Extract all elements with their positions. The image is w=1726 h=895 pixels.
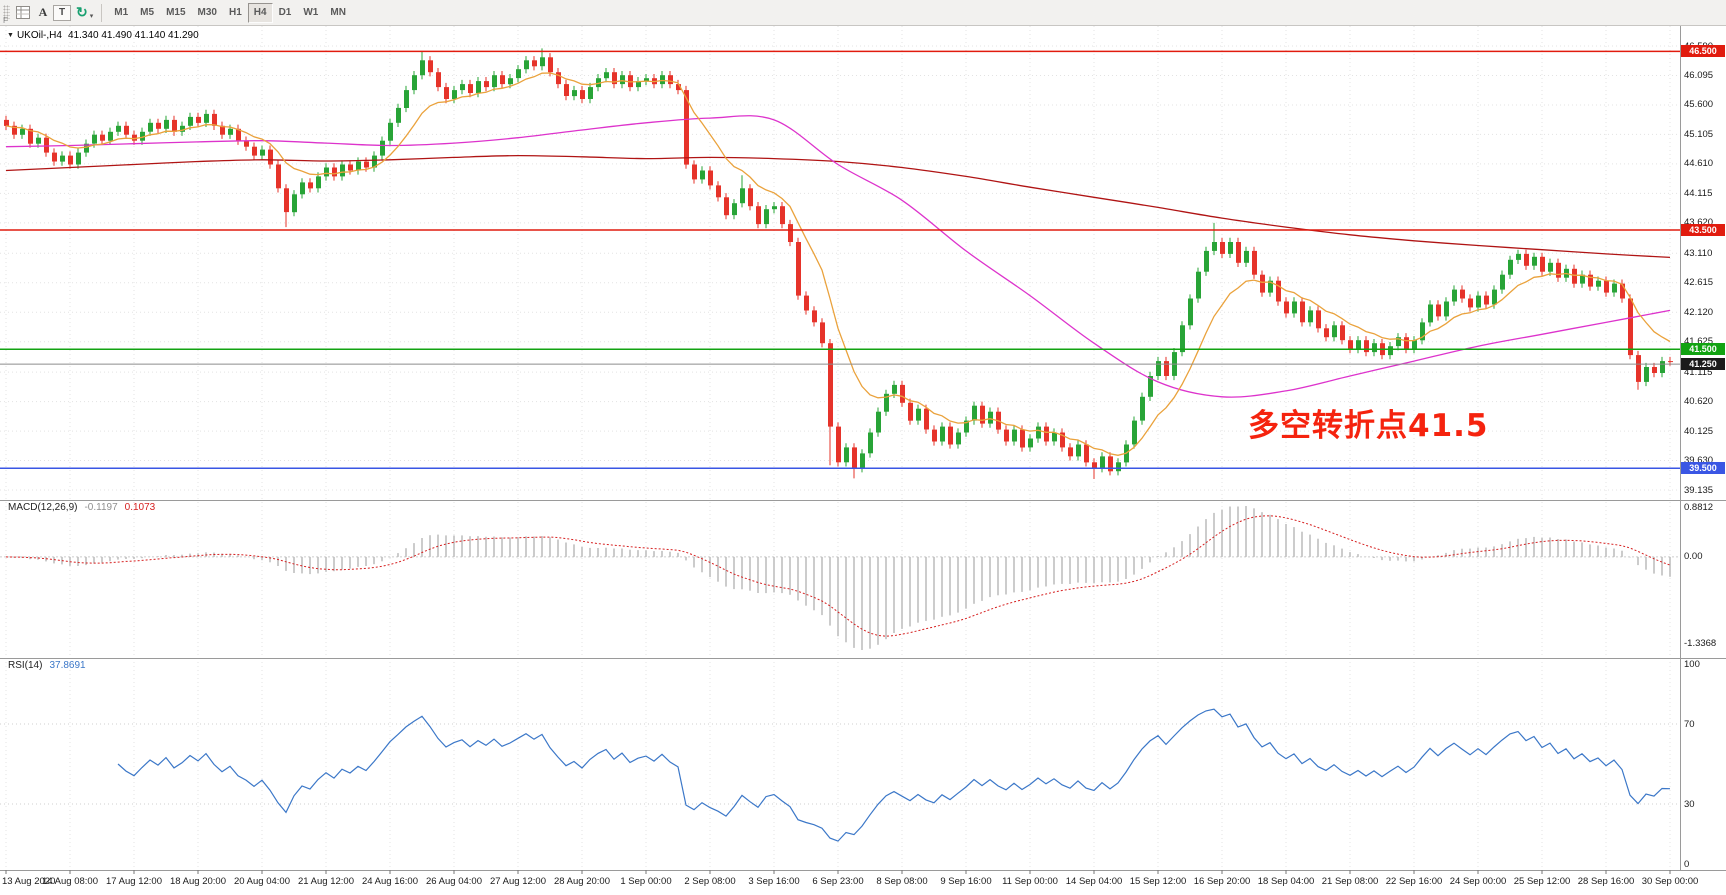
timeframe-button-h1[interactable]: H1 [223, 3, 248, 23]
text-tool-a-button[interactable]: A [33, 3, 53, 23]
chart-annotation[interactable]: 多空转折点41.5 [1248, 408, 1489, 444]
toolbar-grip-icon[interactable] [3, 4, 10, 21]
top-toolbar: A T ↻ ▾ M1 M5 M15 M30 H1 H4 D1 W1 MN [0, 0, 1726, 26]
cycle-symbols-icon[interactable]: ↻ [76, 4, 88, 20]
chevron-down-icon[interactable]: ▾ [89, 12, 94, 20]
macd-name: MACD(12,26,9) [8, 502, 78, 513]
candlesticks[interactable] [4, 48, 1673, 479]
macd-value-signal: 0.1073 [124, 502, 156, 513]
rsi-line [117, 708, 1671, 842]
rsi-indicator-label: RSI(14) 37.8691 [8, 660, 88, 671]
dock-tab-f[interactable]: F [3, 16, 8, 25]
timeframe-button-h4[interactable]: H4 [247, 2, 273, 23]
ma-slow-line [5, 154, 1671, 259]
grid-icon[interactable] [14, 4, 32, 22]
grid-lines [0, 26, 1680, 870]
timeframe-button-d1[interactable]: D1 [273, 3, 298, 23]
macd-signal-line [5, 515, 1671, 637]
chart-menu-arrow-icon[interactable]: ▼ [7, 32, 14, 39]
toolbar-separator [101, 3, 103, 22]
chart-title: ▼ UKOil-,H4 41.340 41.490 41.140 41.290 [7, 30, 199, 41]
timeframe-button-mn[interactable]: MN [324, 3, 352, 23]
macd-indicator-label: MACD(12,26,9) -0.1197 0.1073 [8, 502, 157, 513]
rsi-value: 37.8691 [49, 660, 86, 671]
ma-fast-line [5, 72, 1671, 456]
timeframe-button-w1[interactable]: W1 [297, 3, 324, 23]
chart-symbol-period: UKOil-,H4 [16, 30, 62, 41]
timeframe-button-m5[interactable]: M5 [134, 3, 160, 23]
rsi-name: RSI(14) [8, 660, 43, 671]
macd-value-main: -0.1197 [84, 502, 118, 513]
macd-histogram [13, 506, 1671, 650]
ma-medium-line [5, 115, 1671, 398]
timeframe-button-m15[interactable]: M15 [160, 3, 191, 23]
label-tool-t-button[interactable]: T [53, 4, 71, 21]
chart-ohlc-values: 41.340 41.490 41.140 41.290 [67, 30, 199, 41]
timeframe-button-m30[interactable]: M30 [192, 3, 223, 23]
timeframe-button-m1[interactable]: M1 [108, 3, 134, 23]
timeframe-toolbar: M1 M5 M15 M30 H1 H4 D1 W1 MN [108, 2, 352, 23]
